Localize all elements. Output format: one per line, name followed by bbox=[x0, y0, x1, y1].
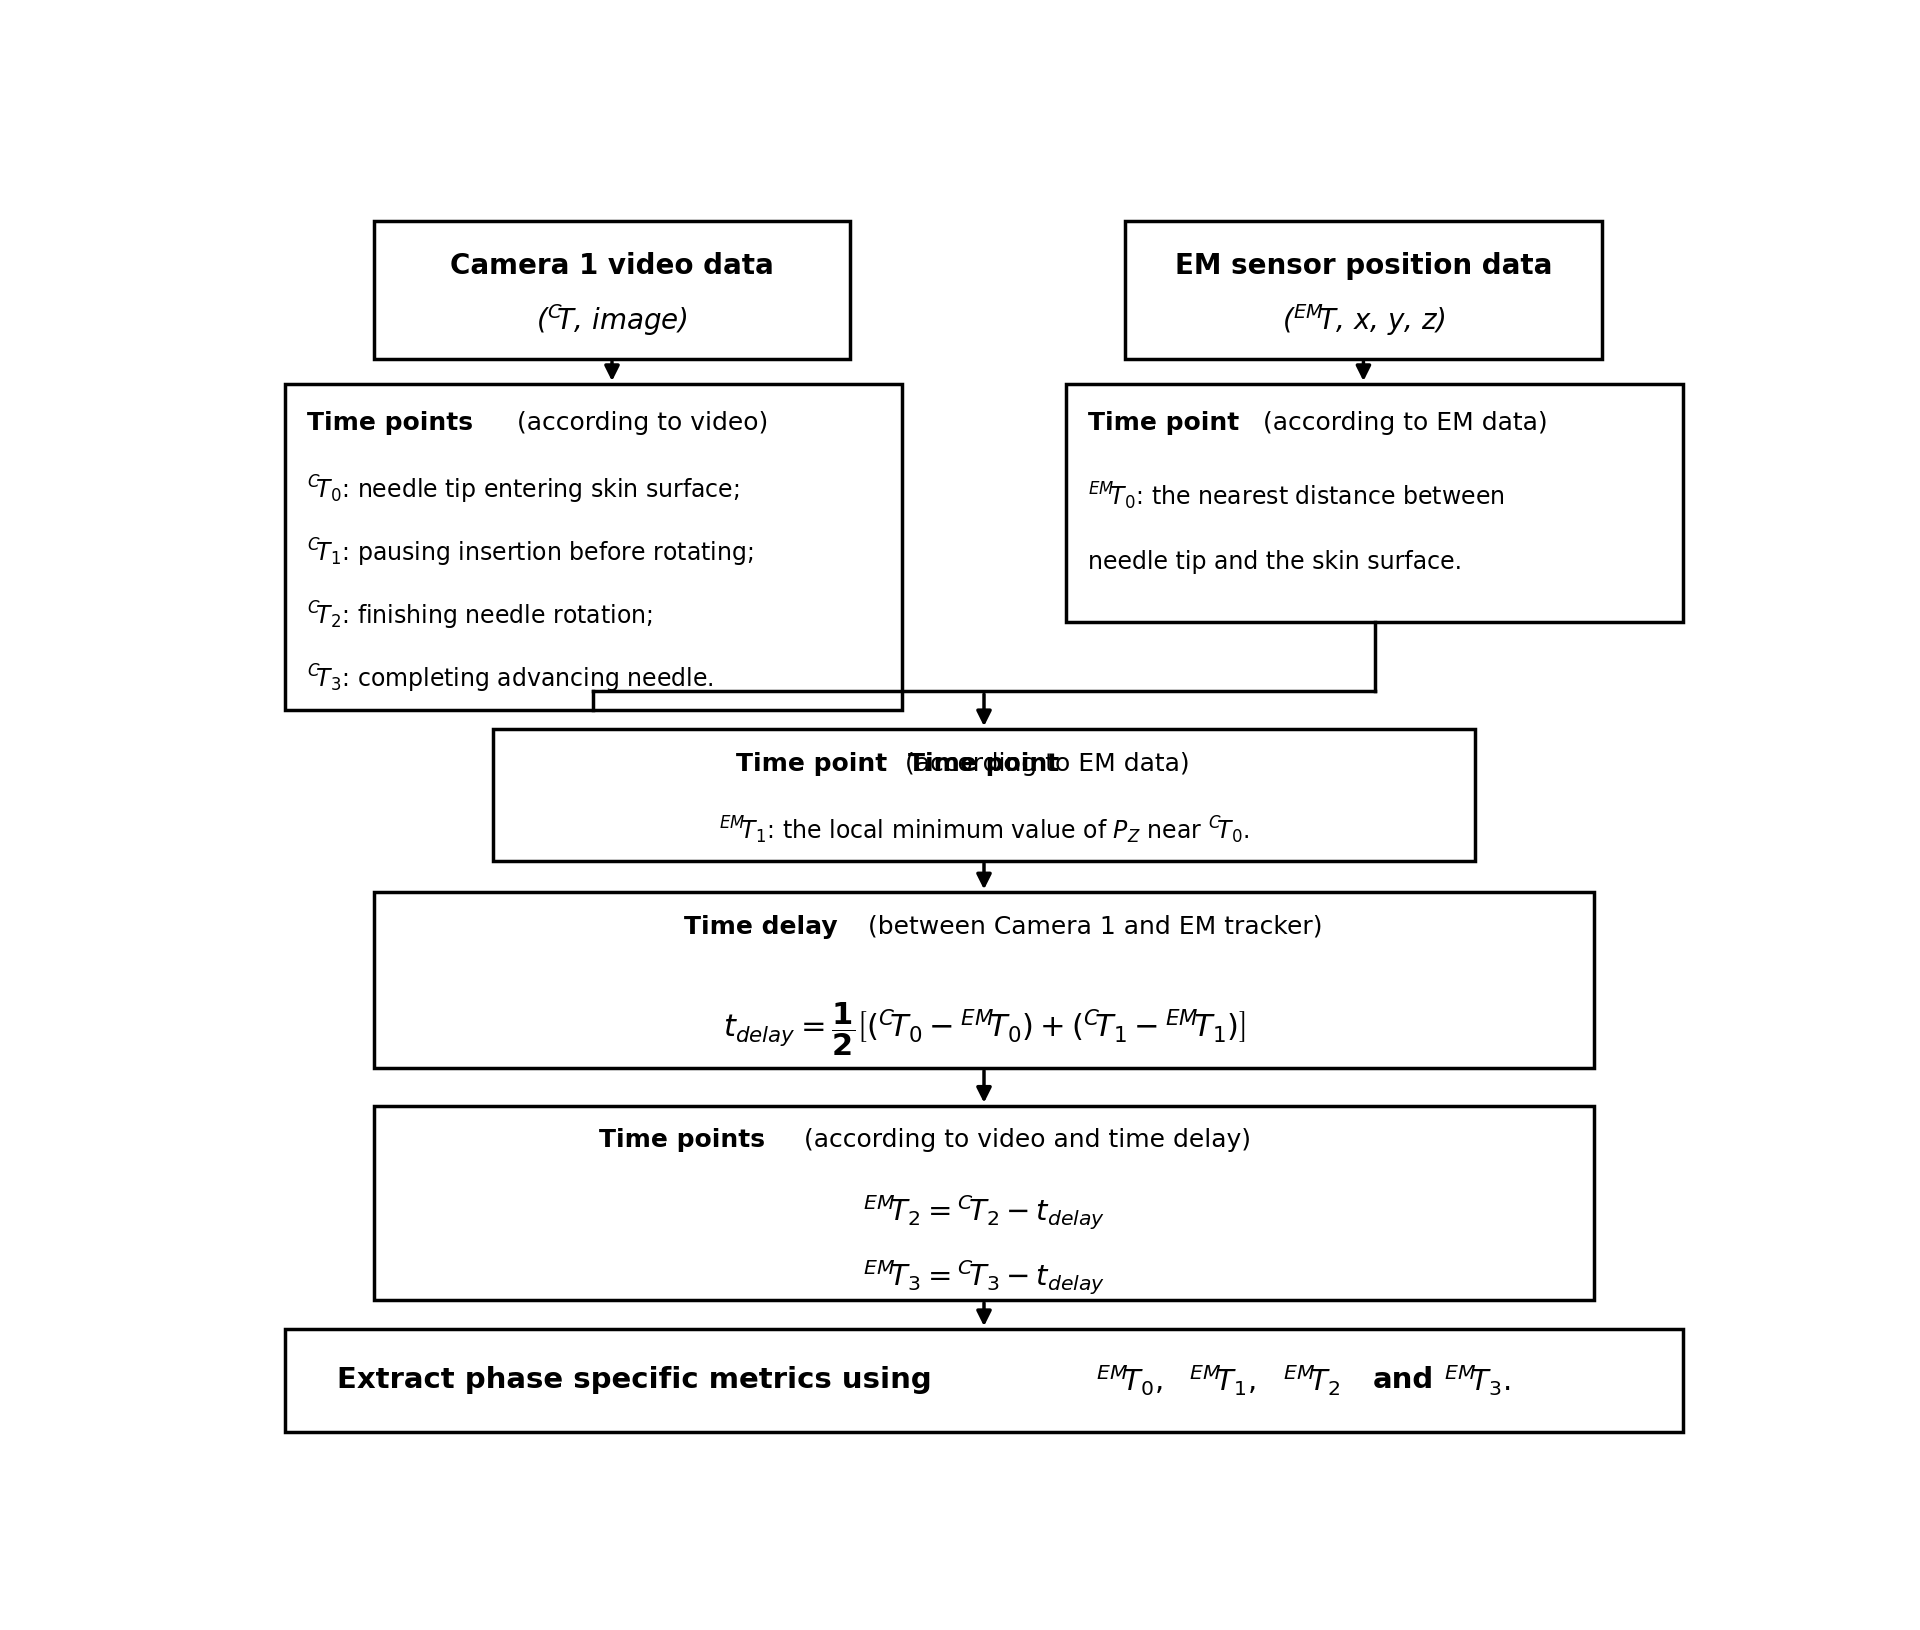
Text: Time points: Time points bbox=[307, 411, 472, 435]
Text: $^{C}\!\mathbf{\mathit{T}}_{2}$: finishing needle rotation;: $^{C}\!\mathbf{\mathit{T}}_{2}$: finishi… bbox=[307, 600, 653, 632]
Text: $\mathbf{\mathit{t}}_{delay} = \dfrac{\mathbf{1}}{\mathbf{2}}\left[(^{C}\!\mathb: $\mathbf{\mathit{t}}_{delay} = \dfrac{\m… bbox=[722, 1001, 1246, 1058]
Text: ($^{C}\!\mathbf{\mathit{T}}$, image): ($^{C}\!\mathbf{\mathit{T}}$, image) bbox=[536, 302, 687, 337]
FancyBboxPatch shape bbox=[284, 1328, 1684, 1431]
Text: $^{C}\!\mathbf{\mathit{T}}_{0}$: needle tip entering skin surface;: $^{C}\!\mathbf{\mathit{T}}_{0}$: needle … bbox=[307, 474, 739, 507]
Text: needle tip and the skin surface.: needle tip and the skin surface. bbox=[1089, 549, 1463, 574]
Text: (between Camera 1 and EM tracker): (between Camera 1 and EM tracker) bbox=[860, 914, 1323, 939]
Text: $^{EM}\!\mathbf{\mathit{T}}_{1}$: the local minimum value of $\mathit{P}_{Z}$ ne: $^{EM}\!\mathbf{\mathit{T}}_{1}$: the lo… bbox=[718, 815, 1250, 846]
Text: and: and bbox=[1373, 1366, 1434, 1394]
Text: $^{EM}\!\mathbf{\mathit{T}}_{3} = ^{C}\!\mathbf{\mathit{T}}_{3} - \mathbf{\mathi: $^{EM}\!\mathbf{\mathit{T}}_{3} = ^{C}\!… bbox=[862, 1258, 1106, 1297]
FancyBboxPatch shape bbox=[374, 892, 1594, 1068]
Text: Time points: Time points bbox=[599, 1128, 766, 1152]
Text: $^{EM}\!\mathbf{\mathit{T}}_{2}$: $^{EM}\!\mathbf{\mathit{T}}_{2}$ bbox=[1283, 1363, 1340, 1399]
Text: Time point: Time point bbox=[735, 751, 887, 776]
Text: (according to video and time delay): (according to video and time delay) bbox=[795, 1128, 1250, 1152]
Text: (according to EM data): (according to EM data) bbox=[897, 751, 1190, 776]
Text: $^{EM}\!\mathbf{\mathit{T}}_{2} = ^{C}\!\mathbf{\mathit{T}}_{2} - \mathbf{\mathi: $^{EM}\!\mathbf{\mathit{T}}_{2} = ^{C}\!… bbox=[862, 1193, 1106, 1232]
FancyBboxPatch shape bbox=[374, 220, 851, 359]
Text: $^{C}\!\mathbf{\mathit{T}}_{1}$: pausing insertion before rotating;: $^{C}\!\mathbf{\mathit{T}}_{1}$: pausing… bbox=[307, 536, 753, 569]
Text: Time point: Time point bbox=[1089, 411, 1240, 435]
Text: Camera 1 video data: Camera 1 video data bbox=[449, 253, 774, 280]
FancyBboxPatch shape bbox=[374, 1105, 1594, 1301]
FancyBboxPatch shape bbox=[284, 383, 902, 711]
Text: Time point: Time point bbox=[908, 751, 1060, 776]
FancyBboxPatch shape bbox=[1066, 383, 1684, 623]
Text: EM sensor position data: EM sensor position data bbox=[1175, 253, 1551, 280]
Text: $^{C}\!\mathbf{\mathit{T}}_{3}$: completing advancing needle.: $^{C}\!\mathbf{\mathit{T}}_{3}$: complet… bbox=[307, 662, 714, 694]
Text: $^{EM}\!\mathbf{\mathit{T}}_{1}$,: $^{EM}\!\mathbf{\mathit{T}}_{1}$, bbox=[1188, 1363, 1256, 1399]
Text: (according to video): (according to video) bbox=[509, 411, 768, 435]
FancyBboxPatch shape bbox=[493, 729, 1475, 861]
Text: $^{EM}\!\mathbf{\mathit{T}}_{3}.$: $^{EM}\!\mathbf{\mathit{T}}_{3}.$ bbox=[1444, 1363, 1511, 1399]
Text: $^{EM}\!\mathbf{\mathit{T}}_{0}$,: $^{EM}\!\mathbf{\mathit{T}}_{0}$, bbox=[1096, 1363, 1164, 1399]
Text: (according to EM data): (according to EM data) bbox=[1256, 411, 1548, 435]
Text: $^{EM}\!\mathbf{\mathit{T}}_{0}$: the nearest distance between: $^{EM}\!\mathbf{\mathit{T}}_{0}$: the ne… bbox=[1089, 481, 1505, 512]
Text: Extract phase specific metrics using: Extract phase specific metrics using bbox=[336, 1366, 941, 1394]
Text: ($^{EM}\!\mathbf{\mathit{T}}$, x, y, z): ($^{EM}\!\mathbf{\mathit{T}}$, x, y, z) bbox=[1281, 302, 1446, 337]
FancyBboxPatch shape bbox=[1125, 220, 1601, 359]
Text: Time delay: Time delay bbox=[684, 914, 837, 939]
